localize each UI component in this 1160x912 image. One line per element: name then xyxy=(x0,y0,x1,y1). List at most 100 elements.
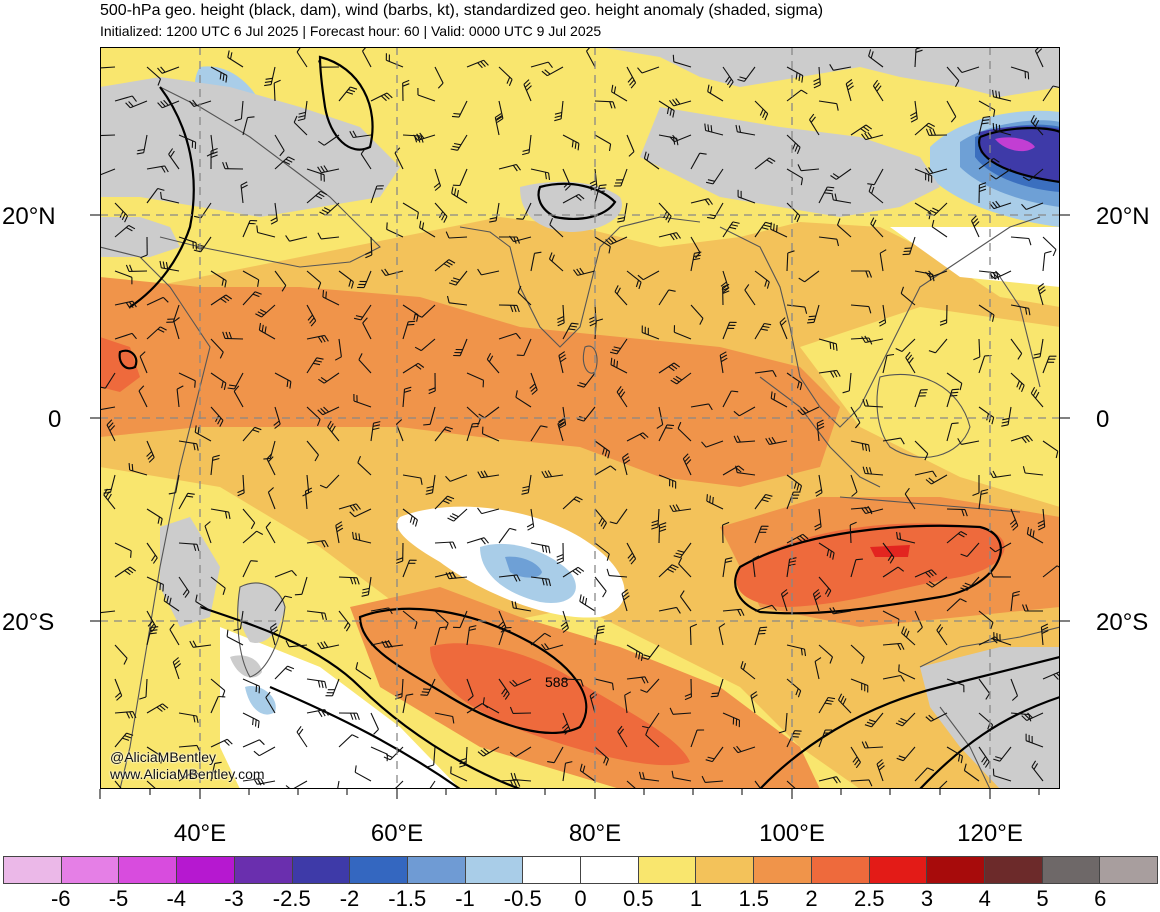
wind-barb-flag xyxy=(527,526,534,531)
masked-land-madagascar xyxy=(238,583,285,643)
wind-barb xyxy=(594,542,610,555)
wind-barb-flag xyxy=(673,377,680,383)
wind-barb-flag xyxy=(629,79,635,86)
wind-barb-flag xyxy=(995,270,1001,277)
wind-barb-flag xyxy=(513,575,518,582)
wind-barb-flag xyxy=(446,261,453,266)
wind-barb-flag xyxy=(526,523,534,528)
wind-barb-flag xyxy=(329,423,334,430)
wind-barb-flag xyxy=(798,74,801,82)
wind-barb xyxy=(210,576,226,589)
wind-barb-flag xyxy=(157,187,165,191)
wind-barb-flag xyxy=(992,122,995,131)
wind-barb xyxy=(679,596,692,612)
wind-barb-flag xyxy=(596,631,604,635)
wind-barb-flag xyxy=(959,383,963,391)
wind-barb-flag xyxy=(797,690,802,698)
wind-barb-flag xyxy=(897,566,905,572)
wind-barb-flag xyxy=(563,726,569,732)
wind-barb-flag xyxy=(321,612,324,620)
wind-barb-flag xyxy=(733,435,738,443)
wind-barb-flag xyxy=(317,192,325,198)
wind-barb xyxy=(690,403,709,408)
wind-barb-flag xyxy=(865,270,869,278)
wind-barb xyxy=(146,188,159,204)
wind-barb-flag xyxy=(828,696,836,700)
wind-barb xyxy=(594,465,611,476)
wind-barb-flag xyxy=(760,328,768,331)
wind-barb-flag xyxy=(451,115,460,118)
wind-barb-flag xyxy=(1011,522,1017,528)
wind-barb xyxy=(433,746,436,766)
credit-handle: @AliciaMBentley xyxy=(110,749,217,765)
wind-barb-flag xyxy=(699,318,704,325)
wind-barb-flag xyxy=(905,630,910,638)
wind-barb-flag xyxy=(558,421,566,426)
wind-barb-flag xyxy=(137,148,145,152)
wind-barb xyxy=(434,627,441,646)
wind-barb-flag xyxy=(1030,115,1035,122)
wind-barb-flag xyxy=(590,183,597,188)
wind-barb-flag xyxy=(985,693,991,700)
lat-label-right-20n: 20°N xyxy=(1096,203,1150,230)
wind-barb-flag xyxy=(789,560,797,563)
wind-barb-flag xyxy=(813,84,821,89)
wind-barb xyxy=(850,644,865,658)
wind-barb-flag xyxy=(792,142,796,150)
wind-barb-flag xyxy=(868,306,872,314)
wind-barb xyxy=(274,134,285,151)
wind-barb-flag xyxy=(628,151,635,157)
wind-barb-flag xyxy=(672,233,678,240)
wind-barb-flag xyxy=(639,433,646,440)
wind-barb-flag xyxy=(157,102,163,109)
wind-barb-flag xyxy=(732,221,740,224)
wind-barb xyxy=(259,746,276,757)
wind-barb-flag xyxy=(449,515,457,520)
wind-barb-flag xyxy=(541,643,547,651)
wind-barb xyxy=(849,524,852,544)
wind-barb-flag xyxy=(317,680,321,688)
wind-barb-flag xyxy=(793,481,797,489)
wind-barb-flag xyxy=(453,112,461,115)
wind-barb-flag xyxy=(279,150,285,157)
wind-barb xyxy=(274,270,287,286)
wind-barb-flag xyxy=(641,656,649,660)
wind-barb xyxy=(338,734,353,748)
wind-barb-flag xyxy=(1028,714,1032,722)
chart-title: 500-hPa geo. height (black, dam), wind (… xyxy=(100,2,824,19)
wind-barb-flag xyxy=(522,152,530,156)
wind-barb-flag xyxy=(864,724,872,728)
wind-barb-flag xyxy=(270,626,278,632)
wind-barb-flag xyxy=(864,444,868,452)
wind-barb xyxy=(914,440,929,455)
wind-barb xyxy=(114,332,133,340)
wind-barb-flag xyxy=(225,162,229,169)
wind-barb-flag xyxy=(814,523,821,528)
wind-barb-flag xyxy=(160,756,163,764)
wind-barb-flag xyxy=(396,557,403,561)
wind-barb-flag xyxy=(482,697,485,705)
wind-barb-flag xyxy=(445,497,452,502)
wind-barb-flag xyxy=(690,623,698,628)
wind-barb xyxy=(161,198,180,204)
wind-barb-flag xyxy=(477,751,484,757)
wind-barb-flag xyxy=(868,779,873,787)
wind-barb-flag xyxy=(234,118,242,122)
wind-barb-flag xyxy=(254,426,262,431)
wind-barb-flag xyxy=(602,590,607,598)
wind-barb-flag xyxy=(415,364,422,370)
wind-barb-flag xyxy=(951,391,959,394)
wind-barb-flag xyxy=(355,662,359,670)
wind-barb-flag xyxy=(803,406,809,413)
wind-barb-flag xyxy=(771,436,777,444)
wind-barb-flag xyxy=(738,465,745,471)
wind-barb-flag xyxy=(762,111,766,119)
wind-barb-flag xyxy=(554,118,562,122)
anomaly-fill-purple-ne xyxy=(995,137,1035,152)
wind-barb xyxy=(689,626,692,646)
wind-barb-flag xyxy=(865,466,869,474)
wind-barb xyxy=(239,610,244,629)
wind-barb-flag xyxy=(575,195,582,201)
wind-barb-flag xyxy=(136,152,144,155)
wind-barb-flag xyxy=(612,101,616,109)
